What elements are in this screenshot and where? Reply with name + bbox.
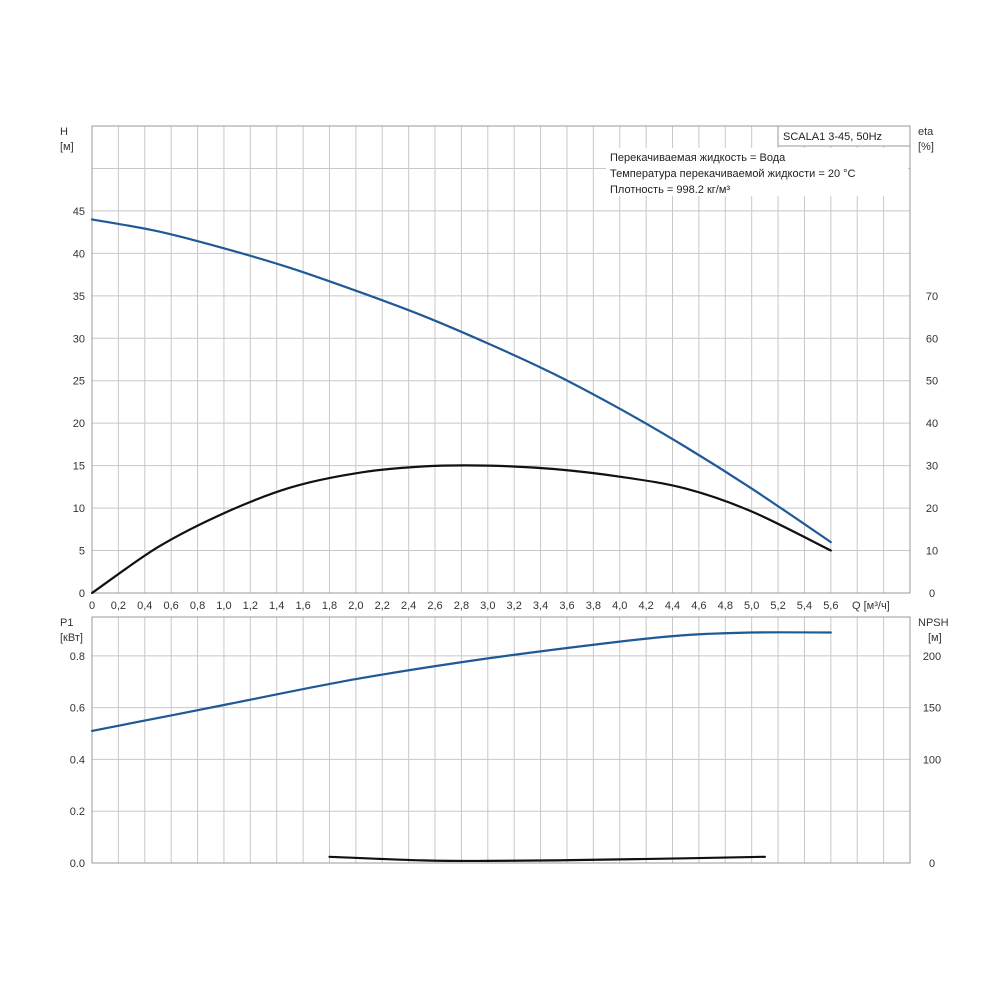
x-tick-label: 2,0	[348, 600, 363, 612]
bottom-y-ticks-right: 0 100 150 200	[923, 651, 941, 870]
x-tick-label: 5,6	[823, 600, 838, 612]
y-right-label-NPSH: NPSH	[918, 617, 949, 629]
bottom-plot-frame	[91, 616, 911, 864]
chart-title: SCALA1 3-45, 50Hz	[783, 131, 882, 143]
x-tick-label: 1,6	[295, 600, 310, 612]
x-tick-label: 4,0	[612, 600, 627, 612]
x-tick-label: 3,6	[559, 600, 574, 612]
info-line-liquid: Перекачиваемая жидкость = Вода	[610, 152, 786, 164]
top-panel: 0 0,2 0,4 0,6 0,8 1,0 1,2 1,4 1,6 1,8 2,0 2,2 2,4 2,6…	[60, 125, 938, 612]
y-left-tick-label: 0.8	[70, 651, 85, 663]
y-left-label-H: H	[60, 126, 68, 138]
top-y-ticks-right: 0 10 20 30 40 50 60 70	[926, 291, 938, 600]
x-tick-label: 0	[89, 600, 95, 612]
info-box: SCALA1 3-45, 50Hz Перекачиваемая жидкост…	[606, 125, 911, 196]
y-left-tick-label: 0.0	[70, 858, 85, 870]
y-left-tick-label: 20	[73, 418, 85, 430]
y-right-tick-label: 50	[926, 376, 938, 388]
y-right-tick-label: 0	[929, 858, 935, 870]
y-left-tick-label: 45	[73, 206, 85, 218]
top-y-ticks-left: 0 5 10 15 20 25 30 35 40 45	[73, 206, 85, 600]
x-tick-label: 3,2	[507, 600, 522, 612]
y-right-tick-label: 30	[926, 461, 938, 473]
x-tick-label: 2,6	[427, 600, 442, 612]
y-right-tick-label: 70	[926, 291, 938, 303]
top-grid	[92, 126, 910, 593]
y-left-tick-label: 0.4	[70, 754, 85, 766]
info-line-density: Плотность = 998.2 кг/м³	[610, 184, 730, 196]
x-tick-label: 5,0	[744, 600, 759, 612]
info-line-temperature: Температура перекачиваемой жидкости = 20…	[610, 168, 856, 180]
top-curve-0	[90, 218, 832, 544]
x-tick-label: 0,4	[137, 600, 152, 612]
x-tick-label: 0,2	[111, 600, 126, 612]
bottom-y-ticks-left: 0.0 0.2 0.4 0.6 0.8	[70, 651, 85, 870]
x-tick-label: 1,0	[216, 600, 231, 612]
x-tick-label: 4,2	[638, 600, 653, 612]
y-left-tick-label: 0.2	[70, 806, 85, 818]
x-tick-label: 2,8	[454, 600, 469, 612]
x-tick-label: 3,0	[480, 600, 495, 612]
bot-curve-1	[328, 855, 766, 863]
y-left-label-P1: P1	[60, 617, 73, 629]
y-right-label-eta: eta	[918, 126, 934, 138]
y-left-tick-label: 10	[73, 503, 85, 515]
top-x-ticks: 0 0,2 0,4 0,6 0,8 1,0 1,2 1,4 1,6 1,8 2,0 2,2 2,4 2,6…	[89, 600, 839, 612]
y-left-tick-label: 30	[73, 333, 85, 345]
x-tick-label: 4,4	[665, 600, 680, 612]
x-axis-label: Q [м³/ч]	[852, 600, 890, 612]
x-tick-label: 1,8	[322, 600, 337, 612]
y-right-tick-label: 40	[926, 418, 938, 430]
y-left-tick-label: 25	[73, 376, 85, 388]
y-right-tick-label: 20	[926, 503, 938, 515]
y-left-tick-label: 15	[73, 461, 85, 473]
top-curve-1	[90, 464, 832, 595]
y-left-tick-label: 35	[73, 291, 85, 303]
y-right-unit-NPSH: [м]	[928, 632, 942, 644]
top-curves	[90, 218, 832, 595]
y-left-tick-label: 5	[79, 546, 85, 558]
x-tick-label: 2,4	[401, 600, 416, 612]
x-tick-label: 0,8	[190, 600, 205, 612]
y-right-tick-label: 0	[929, 588, 935, 600]
y-left-tick-label: 0.6	[70, 703, 85, 715]
top-plot-frame	[91, 125, 911, 594]
x-tick-label: 5,2	[770, 600, 785, 612]
y-left-unit-P1: [кВт]	[60, 632, 83, 644]
x-tick-label: 2,2	[375, 600, 390, 612]
title-box	[777, 125, 911, 147]
x-tick-label: 1,4	[269, 600, 284, 612]
x-tick-label: 0,6	[164, 600, 179, 612]
y-left-tick-label: 0	[79, 588, 85, 600]
x-tick-label: 3,8	[586, 600, 601, 612]
y-left-tick-label: 40	[73, 248, 85, 260]
info-lines-background	[606, 148, 908, 196]
bottom-grid	[92, 617, 910, 863]
y-right-tick-label: 100	[923, 754, 941, 766]
x-tick-label: 3,4	[533, 600, 548, 612]
y-right-tick-label: 10	[926, 546, 938, 558]
y-right-tick-label: 150	[923, 703, 941, 715]
x-tick-label: 4,6	[691, 600, 706, 612]
y-right-tick-label: 200	[923, 651, 941, 663]
bottom-panel: 0.0 0.2 0.4 0.6 0.8 0 100 150 200 P1 [кВт] NPSH…	[60, 616, 949, 870]
bot-curve-0	[90, 631, 832, 732]
bottom-curves	[90, 631, 832, 863]
y-left-unit-H: [м]	[60, 141, 74, 153]
y-right-tick-label: 60	[926, 333, 938, 345]
x-tick-label: 4,8	[718, 600, 733, 612]
y-right-unit-eta: [%]	[918, 141, 934, 153]
x-tick-label: 5,4	[797, 600, 812, 612]
x-tick-label: 1,2	[243, 600, 258, 612]
